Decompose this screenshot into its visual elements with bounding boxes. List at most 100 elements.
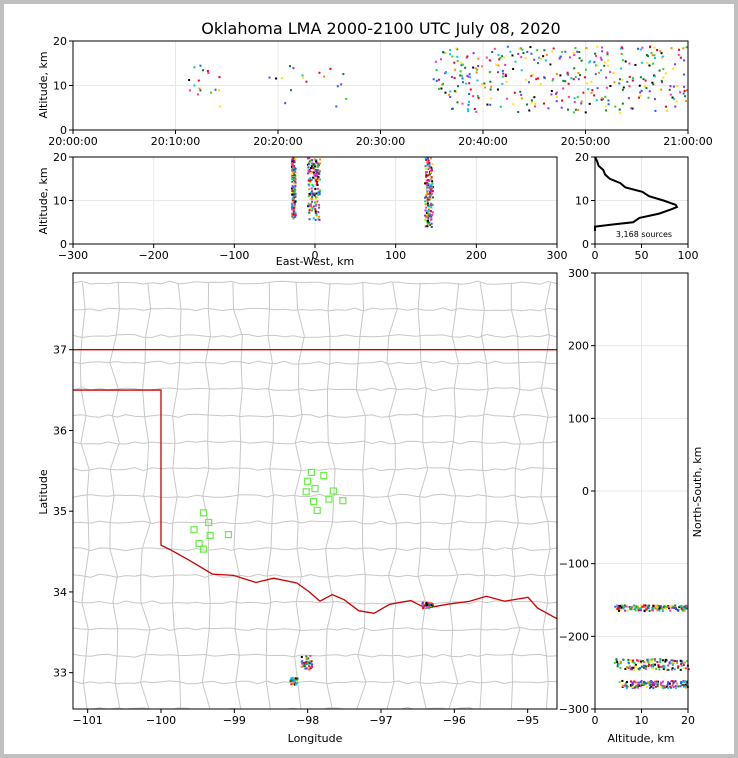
time-height-source: [683, 59, 686, 62]
ew-height-source: [293, 176, 296, 179]
ew-height-source: [424, 195, 427, 198]
time-height-source: [641, 46, 644, 49]
ns-height-source: [634, 665, 637, 668]
ns-height-source: [627, 661, 630, 664]
ew-height-xtick-label: −100: [219, 249, 249, 262]
time-height-source: [614, 105, 617, 108]
ns-height-source: [621, 604, 624, 607]
time-height-source: [504, 75, 507, 78]
time-height-source: [202, 69, 205, 72]
ns-height-source: [624, 684, 627, 687]
ew-height-source: [291, 193, 294, 196]
ns-height-source: [622, 607, 625, 610]
time-height-source: [486, 103, 489, 106]
time-height-source: [503, 56, 506, 59]
time-height-source: [628, 75, 631, 78]
ns-height-source: [667, 664, 670, 667]
ns-height-source: [622, 658, 625, 661]
ew-height-source: [291, 180, 294, 183]
ns-height-source: [682, 680, 685, 683]
ns-height-source: [645, 607, 648, 610]
ew-height-source: [430, 210, 433, 213]
ns-height-source: [639, 681, 642, 684]
time-height-source: [567, 82, 570, 85]
ns-height-source: [619, 660, 622, 663]
time-height-source: [468, 92, 471, 95]
ew-height-source: [310, 162, 313, 165]
ew-height-source: [291, 163, 294, 166]
time-height-source: [445, 70, 448, 73]
ns-height-source: [634, 686, 637, 689]
time-height-source: [469, 88, 472, 91]
ew-height-source: [292, 157, 295, 160]
ew-height-source: [314, 168, 317, 171]
plan-view-source: [294, 677, 297, 680]
time-height-source: [497, 71, 500, 74]
ew-height-source: [292, 189, 295, 192]
time-height-source: [520, 93, 523, 96]
ns-height-source: [682, 667, 685, 670]
lma-station-marker: [206, 531, 214, 540]
time-height-source: [641, 61, 644, 64]
ns-height-source: [664, 658, 667, 661]
ns-height-source: [677, 609, 680, 612]
ns-height-source: [666, 682, 669, 685]
time-height-source: [489, 70, 492, 73]
time-height-source: [651, 81, 654, 84]
time-height-source: [469, 76, 472, 79]
ns-height-source: [670, 606, 673, 609]
ew-height-source: [425, 179, 428, 182]
ew-height-source: [294, 194, 297, 197]
plan-view-source: [302, 662, 305, 665]
ns-height-source: [654, 607, 657, 610]
ew-height-source: [311, 183, 314, 186]
ns-height-source: [639, 604, 642, 607]
time-height-source: [620, 52, 623, 55]
ns-height-source: [671, 604, 674, 607]
time-height-source: [533, 96, 536, 99]
ns-height-source: [656, 681, 659, 684]
ew-height-source: [425, 164, 428, 167]
time-height-source: [573, 97, 576, 100]
ew-height-source: [315, 178, 318, 181]
time-height-source: [555, 91, 558, 94]
county-line-h: [73, 520, 557, 525]
time-height-xtick-label: 20:20:00: [253, 135, 302, 148]
time-height-source: [586, 82, 589, 85]
ew-height-xtick-label: 200: [466, 249, 487, 262]
ew-height-source: [311, 206, 314, 209]
time-height-source: [648, 90, 651, 93]
county-line-h: [73, 467, 557, 472]
time-height-source: [674, 63, 677, 66]
ew-height-ytick-label: 20: [53, 151, 67, 164]
histogram-ytick-label: 10: [575, 195, 589, 208]
time-height-source: [630, 107, 633, 110]
ew-height-source: [429, 188, 432, 191]
ns-height-source: [652, 664, 655, 667]
time-height-source: [451, 107, 454, 110]
time-height-source: [628, 85, 631, 88]
ns-height-source: [639, 609, 642, 612]
time-height-source: [564, 50, 567, 53]
ew-height-source: [430, 169, 433, 172]
time-height-source: [656, 49, 659, 52]
lma-station-marker: [309, 497, 318, 506]
ns-height-source: [617, 609, 620, 612]
time-height-source: [679, 91, 682, 94]
time-height-source: [606, 64, 609, 67]
ns-height-source: [664, 660, 667, 663]
ew-height-source: [314, 165, 317, 168]
ns-height-source: [671, 680, 674, 683]
time-height-source: [506, 97, 509, 100]
ns-height-source: [619, 609, 622, 612]
plan-view-source: [426, 601, 429, 604]
time-height-source: [658, 69, 661, 72]
time-height-source: [639, 91, 642, 94]
ns-height-xtick-label: 0: [592, 714, 599, 727]
ns-height-source: [647, 660, 650, 663]
ew-height-source: [430, 202, 433, 205]
time-height-source: [456, 55, 459, 58]
ew-height-source: [314, 187, 317, 190]
time-height-source: [676, 85, 679, 88]
ns-height-source: [634, 681, 637, 684]
